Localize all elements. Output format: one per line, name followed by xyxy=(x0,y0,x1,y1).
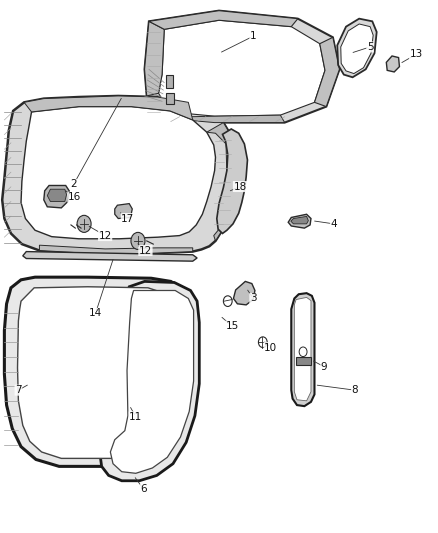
Text: 18: 18 xyxy=(233,182,247,191)
Text: 2: 2 xyxy=(70,180,77,189)
Polygon shape xyxy=(115,204,132,219)
Text: 1: 1 xyxy=(250,31,257,41)
Polygon shape xyxy=(207,123,231,241)
Polygon shape xyxy=(23,252,197,261)
Circle shape xyxy=(299,347,307,357)
Polygon shape xyxy=(100,281,199,481)
Polygon shape xyxy=(166,115,285,123)
Text: 8: 8 xyxy=(351,385,358,395)
Text: 13: 13 xyxy=(410,50,423,59)
Circle shape xyxy=(131,232,145,249)
Polygon shape xyxy=(288,214,311,228)
Text: 17: 17 xyxy=(121,214,134,223)
Polygon shape xyxy=(217,129,247,233)
Text: 5: 5 xyxy=(367,42,374,52)
Polygon shape xyxy=(291,293,314,406)
Text: 12: 12 xyxy=(99,231,112,240)
Polygon shape xyxy=(341,24,373,74)
Text: 14: 14 xyxy=(89,309,102,318)
Polygon shape xyxy=(18,287,176,458)
Polygon shape xyxy=(294,297,311,401)
Polygon shape xyxy=(233,281,255,305)
Text: 16: 16 xyxy=(68,192,81,202)
Polygon shape xyxy=(145,21,164,96)
Polygon shape xyxy=(24,96,193,120)
Circle shape xyxy=(223,296,232,306)
Polygon shape xyxy=(4,277,191,466)
Text: 11: 11 xyxy=(129,412,142,422)
Polygon shape xyxy=(291,216,308,224)
Polygon shape xyxy=(2,96,232,254)
Text: 12: 12 xyxy=(139,246,152,255)
Text: 4: 4 xyxy=(330,219,337,229)
Polygon shape xyxy=(39,245,193,254)
Polygon shape xyxy=(145,11,339,123)
Polygon shape xyxy=(44,185,69,208)
Polygon shape xyxy=(296,357,311,365)
Polygon shape xyxy=(337,19,377,77)
Text: 15: 15 xyxy=(226,321,239,331)
Circle shape xyxy=(77,215,91,232)
Polygon shape xyxy=(110,290,194,473)
Polygon shape xyxy=(159,20,325,116)
Circle shape xyxy=(258,337,267,348)
Text: 6: 6 xyxy=(140,484,147,494)
Text: 7: 7 xyxy=(15,385,22,395)
Text: 9: 9 xyxy=(321,362,328,372)
Polygon shape xyxy=(166,93,174,104)
Polygon shape xyxy=(149,11,298,29)
Text: 10: 10 xyxy=(264,343,277,352)
Polygon shape xyxy=(314,37,339,107)
Polygon shape xyxy=(21,107,215,239)
Polygon shape xyxy=(166,75,173,88)
Polygon shape xyxy=(386,56,399,72)
Polygon shape xyxy=(47,189,67,201)
Text: 3: 3 xyxy=(250,294,257,303)
